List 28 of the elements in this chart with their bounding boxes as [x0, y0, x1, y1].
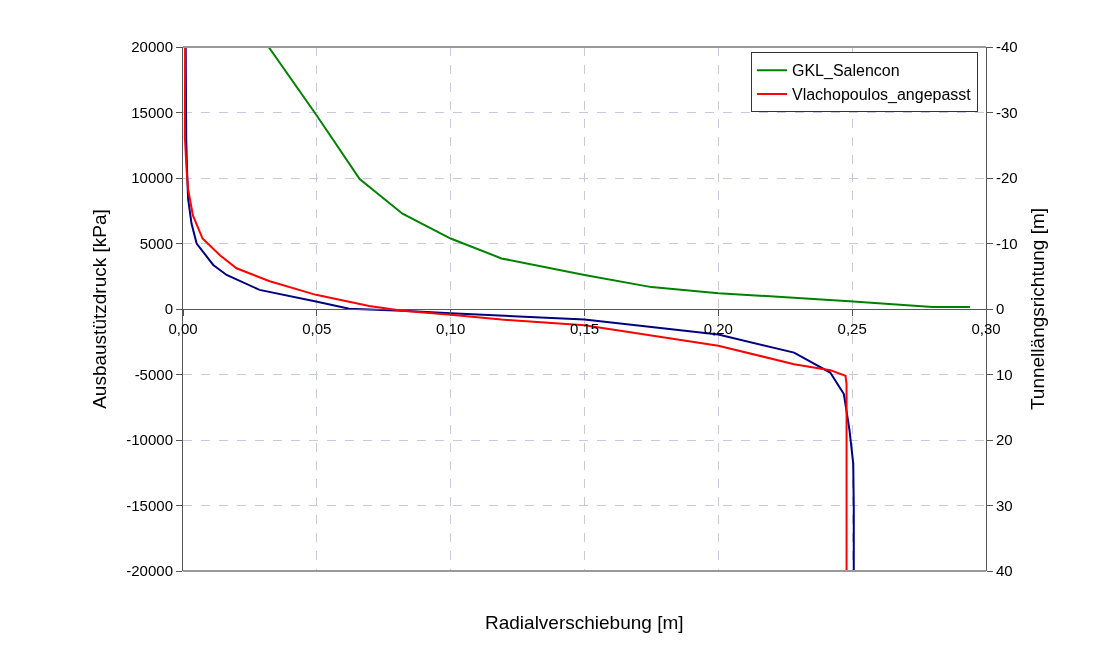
y2-tick-label: -20: [996, 169, 1018, 187]
line-series: [267, 47, 971, 309]
y-tick-label: -5000: [134, 365, 173, 383]
x-tick-label: 0,25: [837, 320, 867, 337]
y-tick-label: 15000: [131, 103, 173, 121]
y2-tick-label: -10: [996, 234, 1018, 252]
y2-tick-label: 10: [996, 365, 1013, 383]
y-tick-label: 20000: [131, 38, 173, 56]
legend-label: Vlachopoulos_angepasst: [791, 86, 972, 105]
y2-tick-label: 0: [996, 300, 1005, 318]
y-tick-label: -10000: [126, 431, 173, 449]
y2-tick-label: 20: [996, 431, 1013, 449]
y2-tick-label: 30: [996, 496, 1013, 514]
y-tick-label: 0: [164, 300, 173, 318]
y-tick-label: -20000: [126, 562, 173, 580]
x-tick-label: 0,20: [703, 320, 733, 337]
x-axis-title: Radialverschiebung [m]: [485, 612, 684, 633]
y-tick-label: -15000: [126, 496, 173, 514]
y-tick-label: 5000: [139, 234, 173, 252]
y2-axis-title: Tunnellängsrichtung [m]: [1027, 207, 1049, 411]
y-tick-label: 10000: [131, 169, 173, 187]
y-axis-title: Ausbaustützdruck [kPa]: [89, 209, 111, 409]
x-tick-label: 0,10: [436, 320, 466, 337]
x-tick-label: 0,05: [302, 320, 332, 337]
y2-tick-label: -40: [996, 38, 1018, 56]
y2-tick-label: -30: [996, 103, 1018, 121]
legend-label: GKL_Salencon: [791, 62, 900, 81]
y2-tick-label: 40: [996, 562, 1013, 580]
